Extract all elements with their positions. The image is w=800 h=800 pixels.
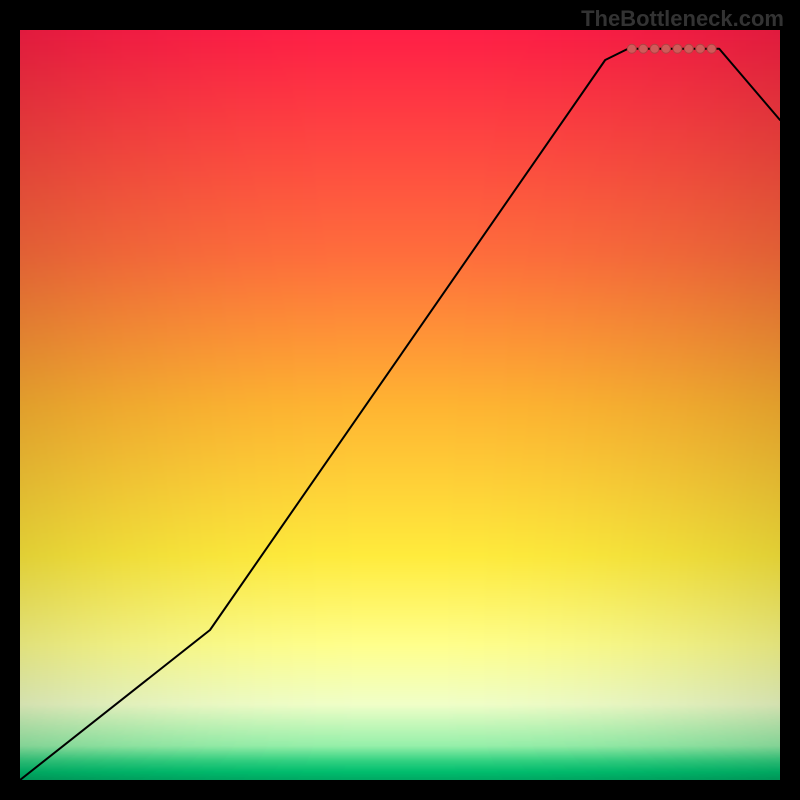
chart-marker bbox=[696, 44, 705, 53]
chart-marker bbox=[662, 44, 671, 53]
chart-marker bbox=[673, 44, 682, 53]
chart-marker bbox=[650, 44, 659, 53]
plot-area bbox=[20, 30, 780, 780]
chart-svg bbox=[20, 30, 780, 780]
chart-line bbox=[20, 49, 780, 780]
chart-marker bbox=[707, 44, 716, 53]
watermark-text: TheBottleneck.com bbox=[581, 6, 784, 32]
chart-marker bbox=[639, 44, 648, 53]
chart-marker bbox=[627, 44, 636, 53]
chart-marker bbox=[684, 44, 693, 53]
chart-container: TheBottleneck.com bbox=[0, 0, 800, 800]
